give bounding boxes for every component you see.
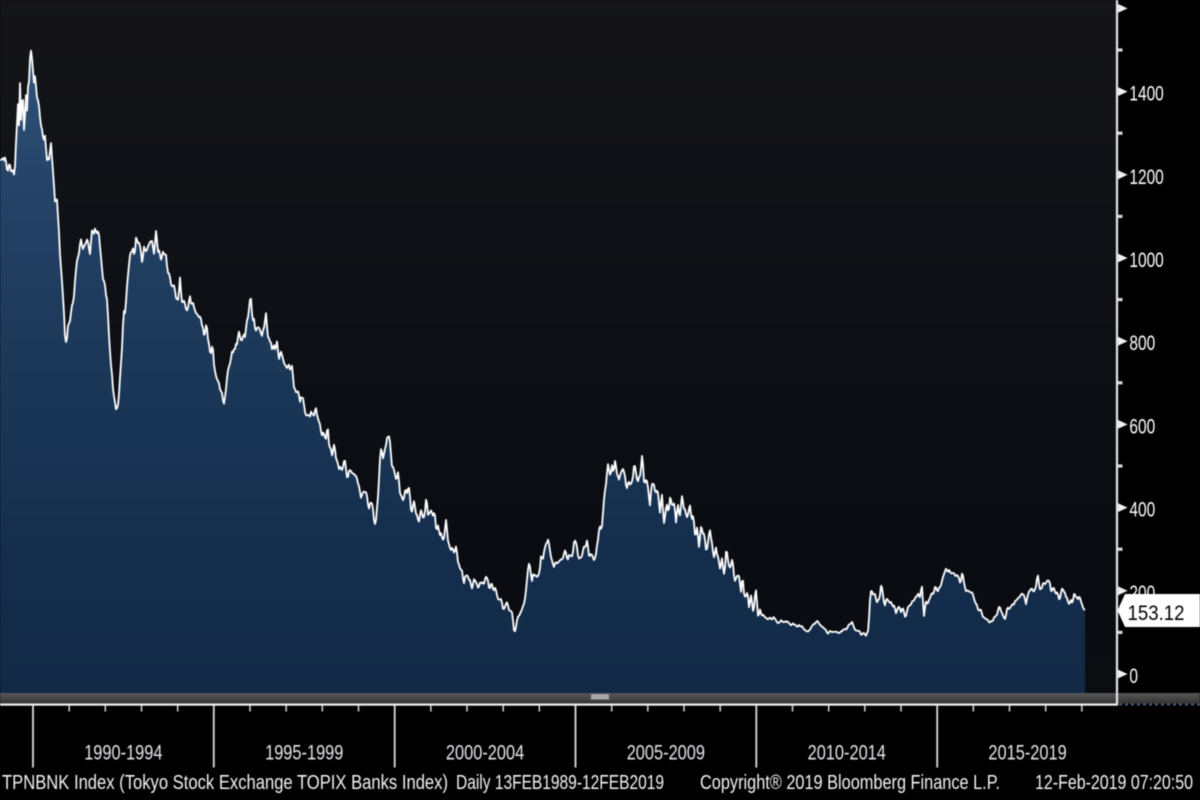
svg-text:1995-1999: 1995-1999 [265,741,343,765]
svg-text:0: 0 [1129,664,1138,688]
svg-text:1400: 1400 [1129,82,1163,106]
svg-text:2010-2014: 2010-2014 [808,741,886,765]
svg-text:TPNBNK Index (Tokyo Stock Exch: TPNBNK Index (Tokyo Stock Exchange TOPIX… [2,772,448,794]
svg-text:600: 600 [1129,414,1155,438]
svg-text:2015-2019: 2015-2019 [988,741,1066,765]
svg-text:2000-2004: 2000-2004 [446,741,524,765]
svg-text:1990-1994: 1990-1994 [84,741,162,765]
svg-text:12-Feb-2019 07:20:50: 12-Feb-2019 07:20:50 [1035,772,1193,794]
svg-text:153.12: 153.12 [1128,602,1185,625]
svg-text:400: 400 [1129,498,1155,522]
svg-text:1000: 1000 [1129,248,1163,272]
svg-text:Copyright® 2019 Bloomberg Fina: Copyright® 2019 Bloomberg Finance L.P. [700,772,1000,794]
svg-text:800: 800 [1129,331,1155,355]
svg-text:2005-2009: 2005-2009 [627,741,705,765]
svg-text:1200: 1200 [1129,165,1163,189]
svg-text:Daily 13FEB1989-12FEB2019: Daily 13FEB1989-12FEB2019 [456,772,664,794]
